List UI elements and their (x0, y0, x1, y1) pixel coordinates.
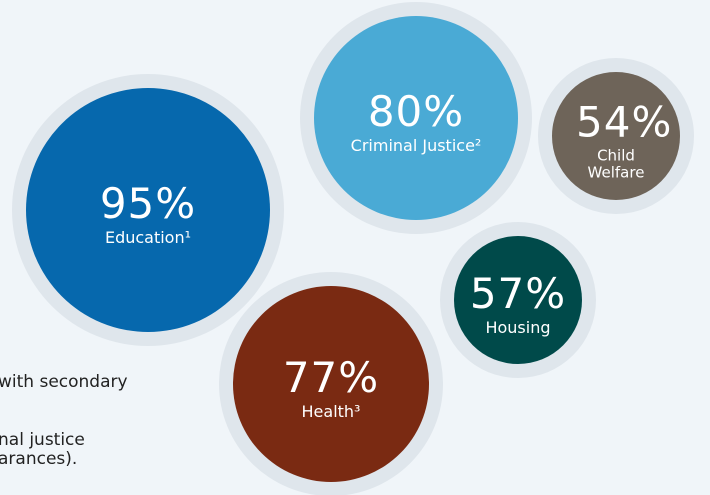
category-label: Health³ (301, 402, 361, 422)
bubble (314, 16, 518, 220)
note: nal justice (0, 430, 85, 450)
category-label: Education¹ (104, 228, 192, 248)
bubble-label: 95% Education¹ (58, 179, 238, 248)
category-label: Criminal Justice² (350, 136, 482, 156)
bubble (552, 72, 680, 200)
bubble (454, 236, 582, 364)
bubble-label: 57% Housing (463, 269, 573, 338)
note: arances). (0, 449, 78, 469)
category-label: Child Welfare (587, 146, 645, 182)
bubble-label: 77% Health³ (251, 353, 411, 422)
category-label: Housing (485, 318, 551, 338)
value-label: 57% (469, 269, 567, 319)
bubble-label: 54% Child Welfare (576, 97, 673, 182)
value-label: 95% (99, 179, 197, 229)
bubble (233, 286, 429, 482)
bubble (26, 88, 270, 332)
value-label: 54% (576, 97, 673, 147)
bubble-label: 80% Criminal Justice² (321, 87, 511, 156)
value-label: 80% (367, 87, 465, 137)
note: with secondary (0, 372, 128, 392)
value-label: 77% (282, 353, 380, 403)
